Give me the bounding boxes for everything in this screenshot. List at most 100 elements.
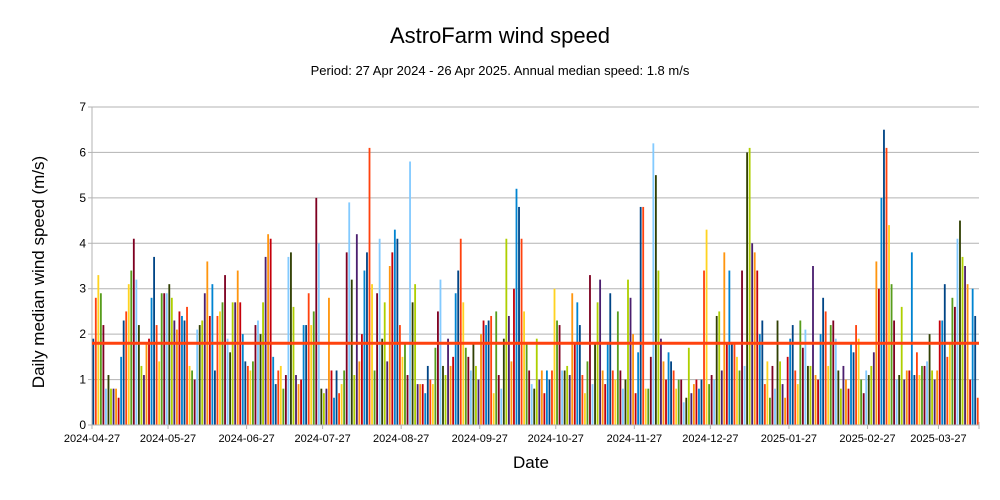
bar [305, 325, 308, 425]
bar [193, 379, 196, 425]
y-tick-label: 7 [79, 100, 86, 114]
bar [330, 370, 333, 425]
bar [419, 384, 422, 425]
bar [322, 393, 325, 425]
bar [741, 270, 743, 425]
bar [730, 343, 733, 425]
bar [396, 238, 399, 425]
bar [956, 238, 959, 425]
bar [951, 297, 954, 425]
bar [703, 270, 705, 425]
bar [269, 238, 272, 425]
bar [135, 279, 138, 425]
bar [300, 379, 302, 425]
bar [561, 370, 564, 425]
x-tick-label: 2024-12-27 [682, 433, 738, 445]
bar [411, 302, 414, 425]
bar [497, 375, 500, 425]
bar [267, 234, 270, 425]
bar [751, 243, 754, 425]
bar [388, 266, 391, 425]
bar [667, 352, 670, 425]
bar [916, 352, 918, 425]
bar [774, 388, 776, 425]
bar [439, 279, 442, 425]
bar [718, 311, 721, 425]
bar [553, 288, 556, 425]
bar [376, 293, 379, 425]
bar [284, 375, 287, 425]
bar [340, 384, 343, 425]
bar [381, 338, 384, 425]
bar [766, 361, 769, 425]
bar [241, 334, 244, 425]
bar [254, 325, 257, 425]
bar [335, 370, 338, 425]
bar [948, 343, 951, 425]
bar [812, 266, 814, 425]
bar [338, 393, 340, 425]
bar [819, 334, 822, 425]
bar [966, 284, 969, 425]
bar [619, 370, 622, 425]
x-tick-label: 2024-09-27 [452, 433, 508, 445]
bar [188, 365, 191, 425]
bar [867, 375, 870, 425]
bar [464, 347, 467, 425]
bar [201, 320, 204, 425]
bar [348, 202, 351, 425]
bar [310, 325, 313, 425]
bar [720, 370, 723, 425]
bar [698, 388, 700, 425]
bar [761, 320, 764, 425]
bar [862, 393, 865, 425]
bar [219, 311, 221, 425]
bar [649, 356, 652, 425]
bar [903, 379, 906, 425]
bar [94, 297, 97, 425]
bar [784, 397, 787, 425]
bar [660, 338, 662, 425]
bar [391, 252, 394, 425]
x-axis-label: Date [513, 453, 549, 472]
bar [97, 275, 100, 425]
bar [358, 361, 361, 425]
bar [279, 365, 282, 425]
bar [122, 320, 125, 425]
bar [893, 320, 896, 425]
y-axis-label: Daily median wind speed (m/s) [29, 156, 48, 388]
bar [355, 234, 358, 425]
bar [738, 370, 741, 425]
bar [257, 320, 259, 425]
bar [581, 375, 584, 425]
bar [485, 325, 487, 425]
bar [753, 252, 756, 425]
bar [769, 397, 771, 425]
bar [758, 334, 761, 425]
bar [908, 370, 911, 425]
bar [644, 388, 647, 425]
bar [895, 379, 898, 425]
bar [226, 338, 229, 425]
bar [345, 252, 348, 425]
bar [239, 302, 242, 425]
bar [677, 379, 680, 425]
bar [525, 343, 528, 425]
bar [211, 284, 214, 425]
bar [834, 338, 837, 425]
x-tick-label: 2024-07-27 [294, 433, 350, 445]
bar [274, 384, 277, 425]
bar [926, 361, 928, 425]
bar [563, 370, 566, 425]
bar [890, 284, 893, 425]
bar [829, 325, 832, 425]
bar [791, 325, 794, 425]
bar [502, 338, 505, 425]
bar [368, 147, 371, 425]
y-tick-label: 5 [79, 191, 86, 205]
bar [779, 361, 781, 425]
bar [852, 352, 855, 425]
bar [568, 375, 571, 425]
bar [573, 343, 576, 425]
bar [477, 379, 480, 425]
